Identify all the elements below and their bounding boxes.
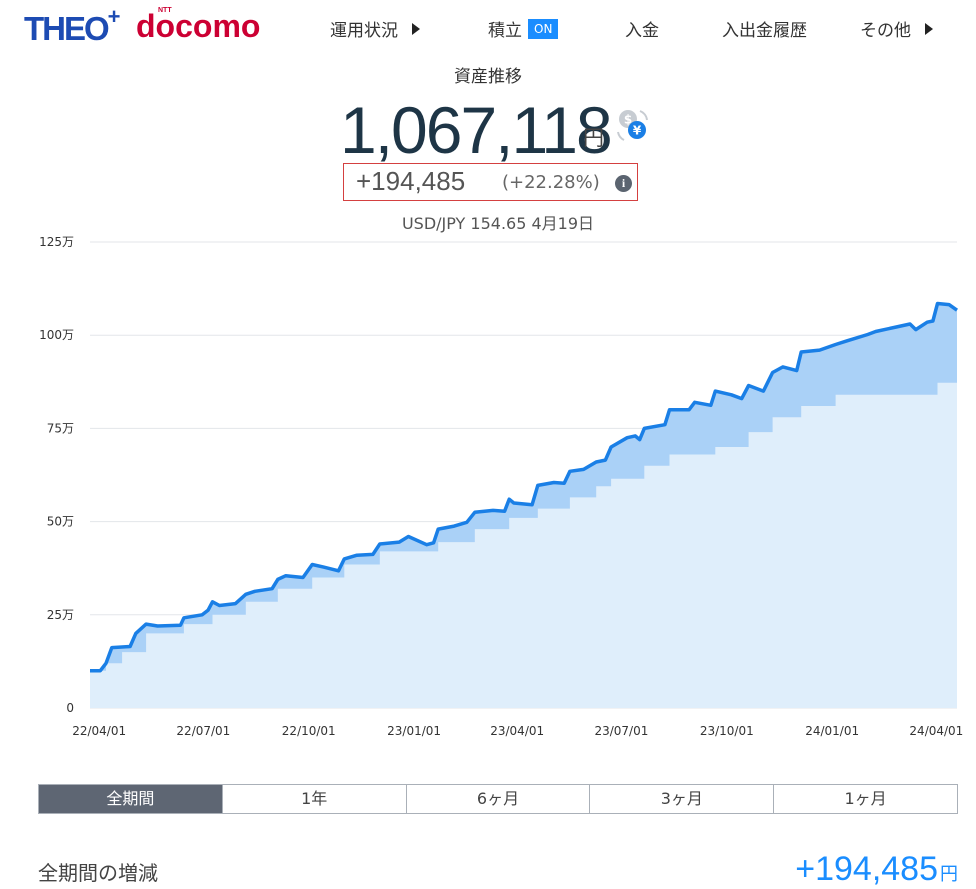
svg-text:$: $ [624, 113, 632, 127]
x-tick-label: 22/04/01 [72, 724, 126, 738]
theo-logo-text: THEO [24, 10, 110, 47]
y-tick-label: 75万 [47, 421, 74, 435]
asset-trend-chart[interactable]: 0 25万 50万 75万 100万 125万 22/04/01 22/07/01 22/10… [0, 228, 976, 748]
nav-nyushukkin-rireki[interactable]: 入出金履歴 [722, 16, 807, 41]
nav-nyukin[interactable]: 入金 [625, 16, 659, 41]
principal-area [90, 382, 957, 708]
total-gain-amount: +194,485 [356, 166, 466, 196]
y-tick-label: 50万 [47, 515, 74, 529]
nav-sonota-label: その他 [860, 21, 911, 41]
docomo-logo: docomo [136, 8, 261, 44]
tab-1-month[interactable]: 1ヶ月 [773, 785, 957, 813]
tab-6-months[interactable]: 6ヶ月 [405, 785, 590, 813]
asset-trend-title: 資産推移 [454, 67, 522, 87]
nav-unyou-jokyo[interactable]: 運用状況 [330, 16, 420, 41]
x-tick-label: 23/01/01 [387, 724, 441, 738]
caret-right-icon [925, 22, 933, 35]
nav-sonota[interactable]: その他 [860, 16, 933, 41]
x-tick-label: 22/10/01 [282, 724, 336, 738]
nav-nyushukkin-rireki-label: 入出金履歴 [722, 21, 807, 41]
period-change-value: +194,485 円 [795, 850, 958, 889]
nav-nyukin-label: 入金 [625, 21, 659, 41]
nav-tsumitate[interactable]: 積立 ON [488, 16, 559, 41]
fx-rate-text: USD/JPY 154.65 4月19日 [401, 214, 595, 233]
x-tick-label: 22/07/01 [176, 724, 230, 738]
chart-y-axis: 0 25万 50万 75万 100万 125万 [39, 235, 74, 715]
theo-logo[interactable]: THEO+ [24, 4, 121, 48]
y-tick-label: 25万 [47, 608, 74, 622]
total-gain-box: +194,485 (+22.28%) i [343, 163, 638, 201]
x-tick-label: 24/04/01 [909, 724, 963, 738]
x-tick-label: 24/01/01 [805, 724, 859, 738]
period-change-unit: 円 [940, 864, 958, 884]
y-tick-label: 100万 [39, 328, 74, 342]
period-tabs: 全期間 1年 6ヶ月 3ヶ月 1ヶ月 [38, 784, 958, 814]
x-tick-label: 23/10/01 [700, 724, 754, 738]
info-icon[interactable]: i [615, 175, 632, 192]
x-tick-label: 23/04/01 [490, 724, 544, 738]
total-gain-percent: (+22.28%) [502, 172, 600, 193]
tsumitate-on-badge: ON [528, 18, 559, 39]
y-tick-label: 0 [66, 701, 74, 715]
total-asset-value: 1,067,118 [340, 93, 613, 167]
period-change-amount: +194,485 [795, 850, 938, 888]
total-asset-unit: 円 [583, 126, 604, 150]
chart-x-axis: 22/04/01 22/07/01 22/10/01 23/01/01 23/04/01… [72, 724, 963, 738]
caret-right-icon [412, 22, 420, 35]
tab-all-period[interactable]: 全期間 [39, 785, 222, 813]
y-tick-label: 125万 [39, 235, 74, 249]
nav-unyou-jokyo-label: 運用状況 [330, 21, 398, 41]
x-tick-label: 23/07/01 [594, 724, 648, 738]
header: THEO+ NTT docomo 運用状況 積立 ON 入金 入出金履歴 その他 [0, 0, 976, 56]
ntt-logo-text: NTT [158, 7, 172, 14]
theo-logo-plus: + [107, 4, 121, 29]
tab-1-year[interactable]: 1年 [221, 785, 406, 813]
svg-text:¥: ¥ [633, 124, 642, 138]
total-asset-line [90, 301, 959, 673]
nav-tsumitate-label: 積立 [488, 21, 522, 41]
period-change-label: 全期間の増減 [38, 861, 158, 885]
currency-switch-icon[interactable]: $ ¥ [614, 106, 650, 144]
tab-3-months[interactable]: 3ヶ月 [589, 785, 774, 813]
